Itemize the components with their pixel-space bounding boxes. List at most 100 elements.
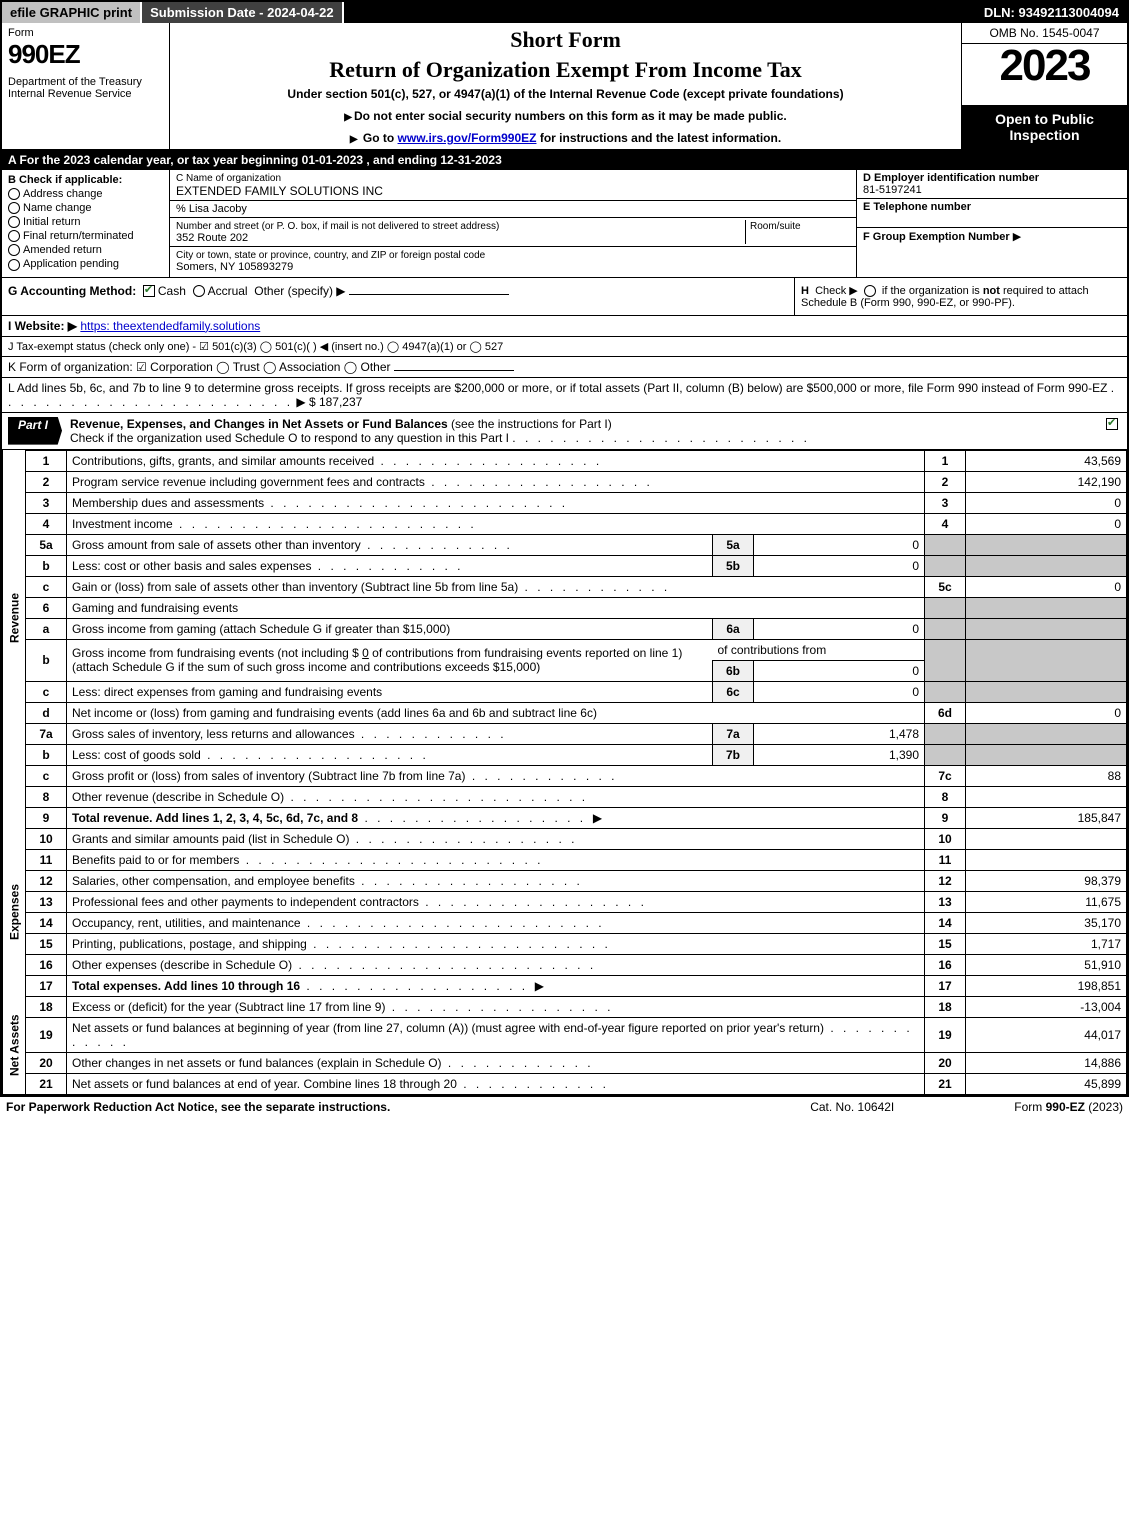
desc-3: Membership dues and assessments [67,492,925,513]
amt-8 [966,786,1127,807]
top-bar: efile GRAPHIC print Submission Date - 20… [2,2,1127,23]
ln-6: 6 [26,597,67,618]
desc-14: Occupancy, rent, utilities, and maintena… [67,912,925,933]
col-b-check-applicable: B Check if applicable: Address change Na… [2,170,170,277]
cb-initial-return[interactable]: Initial return [8,216,163,228]
ln-7a: 7a [26,723,67,744]
amt-4: 0 [966,513,1127,534]
sub-7a: 7a [713,723,754,744]
desc-5b: Less: cost or other basis and sales expe… [67,555,713,576]
amt-6 [966,597,1127,618]
cb-final-return[interactable]: Final return/terminated [8,230,163,242]
ln-21: 21 [26,1073,67,1094]
part-1-check-text: Check if the organization used Schedule … [70,431,509,445]
cb-schedule-b[interactable] [864,285,876,297]
desc-5c: Gain or (loss) from sale of assets other… [67,576,925,597]
paperwork-notice: For Paperwork Reduction Act Notice, see … [6,1100,390,1114]
irs-label: Internal Revenue Service [8,88,163,100]
ln-16: 16 [26,954,67,975]
amt-16: 51,910 [966,954,1127,975]
desc-7b: Less: cost of goods sold [67,744,713,765]
desc-1: Contributions, gifts, grants, and simila… [67,450,925,471]
rnum-21: 21 [925,1073,966,1094]
form-ref: Form 990-EZ (2023) [1014,1100,1123,1114]
desc-16: Other expenses (describe in Schedule O) [67,954,925,975]
ln-12: 12 [26,870,67,891]
desc-18: Excess or (deficit) for the year (Subtra… [67,996,925,1017]
amt-15: 1,717 [966,933,1127,954]
sub-5b: 5b [713,555,754,576]
ln-1: 1 [26,450,67,471]
amt-14: 35,170 [966,912,1127,933]
ln-2: 2 [26,471,67,492]
rnum-7c: 7c [925,765,966,786]
subval-6c: 0 [754,681,925,702]
room-label: Room/suite [750,221,801,232]
cb-amended-return[interactable]: Amended return [8,244,163,256]
rnum-3: 3 [925,492,966,513]
amt-6b [966,639,1127,681]
form-number: 990EZ [8,39,163,70]
k-form-of-org: K Form of organization: ☑ Corporation ◯ … [2,357,1127,378]
ln-11: 11 [26,849,67,870]
amt-6d: 0 [966,702,1127,723]
cb-address-change[interactable]: Address change [8,188,163,200]
part-1-checkbox[interactable] [1106,417,1121,445]
ln-3: 3 [26,492,67,513]
desc-19: Net assets or fund balances at beginning… [67,1017,925,1052]
ln-6d: d [26,702,67,723]
ssn-warning-text: Do not enter social security numbers on … [354,109,787,123]
netassets-vlabel: Net Assets [3,996,26,1094]
ln-4: 4 [26,513,67,534]
rnum-18: 18 [925,996,966,1017]
rnum-5c: 5c [925,576,966,597]
main-title: Return of Organization Exempt From Incom… [176,57,955,83]
amt-5c: 0 [966,576,1127,597]
efile-graphic-print[interactable]: efile GRAPHIC print [2,2,142,23]
amt-12: 98,379 [966,870,1127,891]
ln-5c: c [26,576,67,597]
amt-3: 0 [966,492,1127,513]
cb-cash[interactable] [143,285,155,297]
j-tax-exempt-status: J Tax-exempt status (check only one) - ☑… [2,337,1127,357]
rnum-14: 14 [925,912,966,933]
form-word: Form [8,27,163,39]
amt-10 [966,828,1127,849]
amt-6a [966,618,1127,639]
desc-5a: Gross amount from sale of assets other t… [67,534,713,555]
ln-14: 14 [26,912,67,933]
cb-name-change[interactable]: Name change [8,202,163,214]
header-block: Form 990EZ Department of the Treasury In… [2,23,1127,150]
c-addr-row: Number and street (or P. O. box, if mail… [170,218,856,247]
sub-6c: 6c [713,681,754,702]
expenses-vlabel: Expenses [3,828,26,996]
amt-9: 185,847 [966,807,1127,828]
org-city: Somers, NY 105893279 [176,261,293,273]
c-careof: % Lisa Jacoby [170,201,856,218]
l-amount: $ 187,237 [309,395,362,409]
spacer-6b: of contributions from [713,639,925,660]
amt-1: 43,569 [966,450,1127,471]
amt-7b [966,744,1127,765]
rnum-16: 16 [925,954,966,975]
amt-7c: 88 [966,765,1127,786]
ln-8: 8 [26,786,67,807]
amt-18: -13,004 [966,996,1127,1017]
rnum-12: 12 [925,870,966,891]
revenue-vlabel-cont [3,786,26,828]
open-to-public-inspection: Open to Public Inspection [962,105,1127,149]
desc-13: Professional fees and other payments to … [67,891,925,912]
part-1-table: Revenue 1 Contributions, gifts, grants, … [2,450,1127,1095]
rnum-6b [925,639,966,681]
header-center: Short Form Return of Organization Exempt… [170,23,961,149]
cb-accrual[interactable] [193,285,205,297]
cb-application-pending[interactable]: Application pending [8,258,163,270]
ln-15: 15 [26,933,67,954]
rnum-2: 2 [925,471,966,492]
amt-7a [966,723,1127,744]
desc-7c: Gross profit or (loss) from sales of inv… [67,765,925,786]
irs-link[interactable]: www.irs.gov/Form990EZ [398,131,537,145]
ln-9: 9 [26,807,67,828]
website-link[interactable]: https: theextendedfamily.solutions [80,319,260,333]
ln-10: 10 [26,828,67,849]
